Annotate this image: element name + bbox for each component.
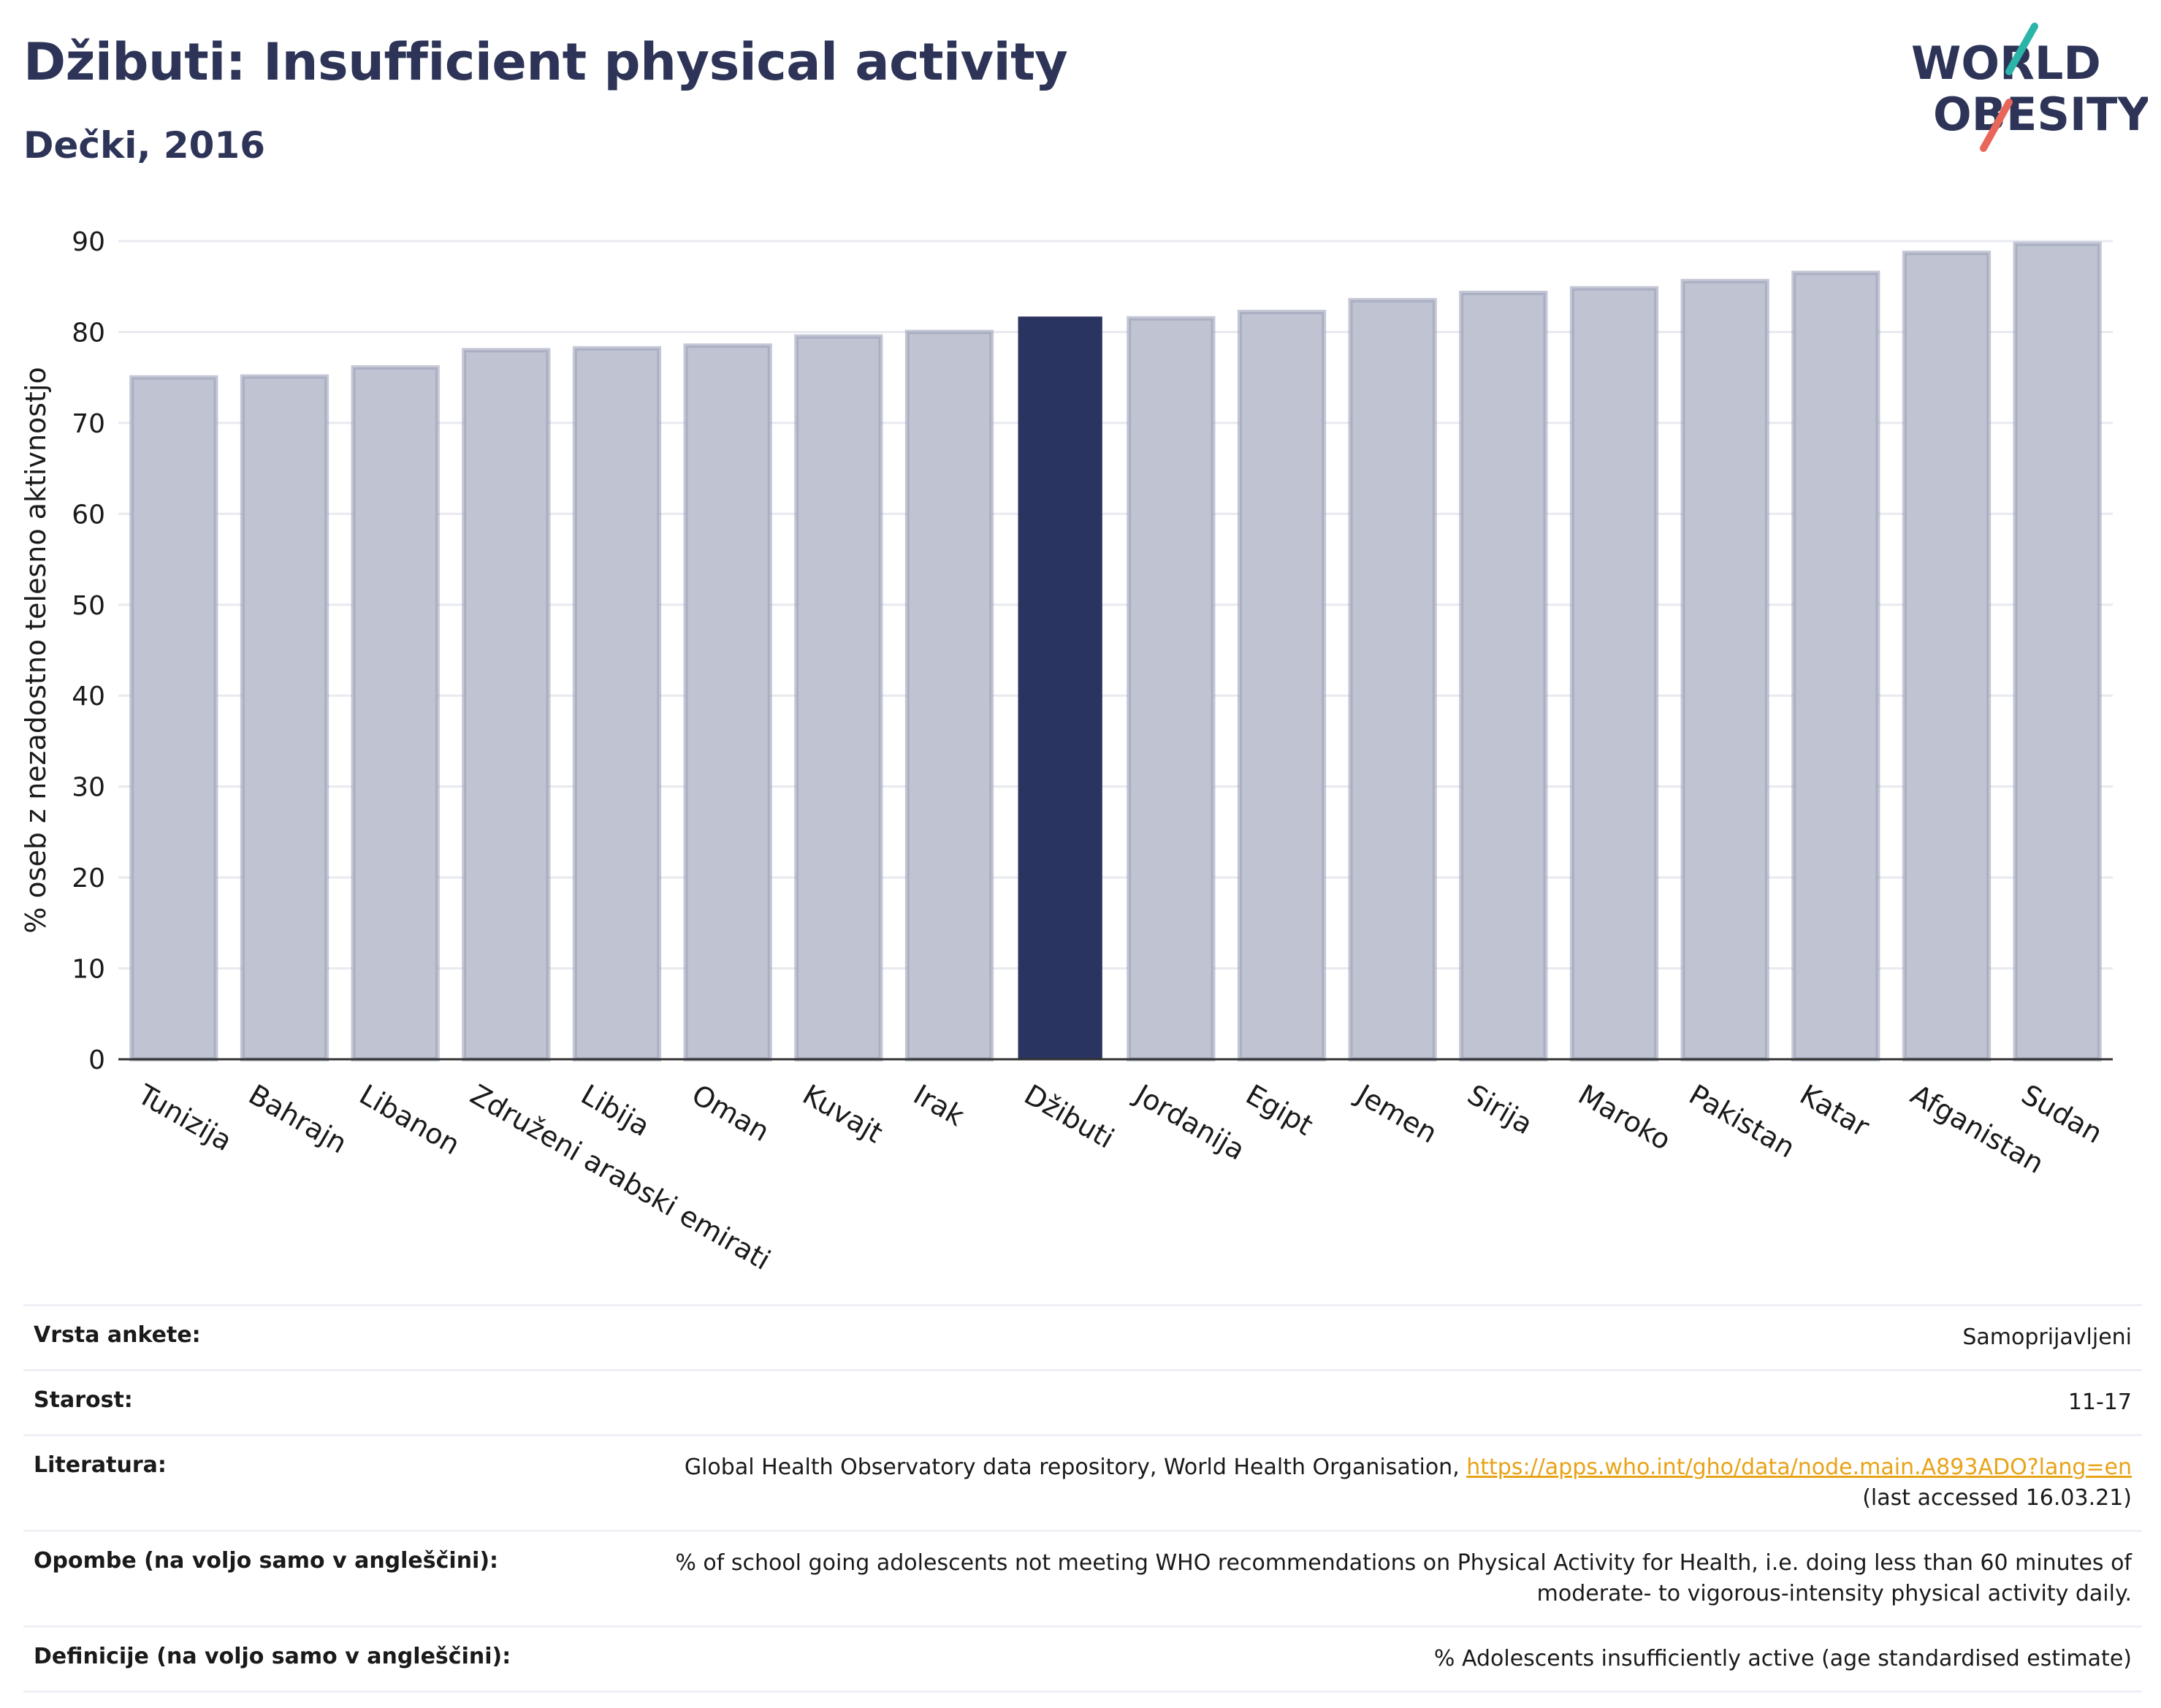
meta-label: Literatura: <box>23 1434 560 1531</box>
meta-row-literature: Literatura: Global Health Observatory da… <box>23 1434 2142 1531</box>
meta-label: Definicije (na voljo samo v angleščini): <box>23 1625 560 1693</box>
y-tick-label: 10 <box>72 955 105 985</box>
y-tick-label: 50 <box>72 591 105 621</box>
bar <box>351 365 440 1061</box>
meta-label: Opombe (na voljo samo v angleščini): <box>23 1530 560 1627</box>
x-tick-label: Pakistan <box>1684 1078 1801 1164</box>
bar <box>1569 286 1659 1062</box>
x-tick-label: Libanon <box>354 1078 465 1161</box>
y-tick-label: 80 <box>72 318 105 348</box>
y-axis-ticks: 0 10 20 30 40 50 60 70 80 90 <box>72 227 105 1075</box>
bar <box>462 348 551 1062</box>
x-tick-label: Sirija <box>1462 1078 1538 1140</box>
x-tick-label: Libija <box>576 1078 655 1143</box>
bar <box>1902 251 1992 1062</box>
x-tick-label: Jemen <box>1350 1078 1443 1150</box>
x-tick-label: Sudan <box>2016 1078 2108 1150</box>
bar <box>1459 290 1548 1061</box>
meta-value: 11-17 <box>560 1369 2142 1436</box>
literature-text: Global Health Observatory data repositor… <box>684 1455 1467 1480</box>
x-tick-label: Oman <box>687 1078 775 1148</box>
x-tick-label: Katar <box>1794 1078 1875 1143</box>
chart-title: Džibuti: Insufficient physical activity <box>23 32 1068 92</box>
literature-accessed: (last accessed 16.03.21) <box>1862 1485 2132 1511</box>
logo-word-world: WORLD <box>1911 37 2101 90</box>
bars <box>129 241 2102 1062</box>
world-obesity-logo: WORLD OBESITY <box>1911 23 2148 152</box>
bar <box>240 374 329 1061</box>
y-tick-label: 40 <box>72 682 105 712</box>
bar <box>572 346 662 1062</box>
meta-row-age: Starost: 11-17 <box>23 1369 2142 1436</box>
bar <box>1348 297 1437 1061</box>
bar <box>1127 316 1216 1061</box>
x-tick-label: Džibuti <box>1019 1078 1120 1155</box>
meta-value: Samoprijavljeni <box>560 1304 2142 1370</box>
chart-subtitle: Dečki, 2016 <box>23 124 266 167</box>
y-tick-label: 0 <box>88 1045 105 1075</box>
metadata-table: Vrsta ankete: Samoprijavljeni Starost: 1… <box>23 1304 2142 1693</box>
meta-label: Vrsta ankete: <box>23 1304 560 1370</box>
meta-value: % Adolescents insufficiently active (age… <box>560 1625 2142 1693</box>
x-tick-label: Kuvajt <box>797 1078 888 1149</box>
meta-row-survey-type: Vrsta ankete: Samoprijavljeni <box>23 1304 2142 1370</box>
bar <box>1237 310 1327 1062</box>
bar <box>683 343 772 1062</box>
literature-link[interactable]: https://apps.who.int/gho/data/node.main.… <box>1466 1455 2132 1480</box>
x-tick-label: Irak <box>908 1078 969 1132</box>
grid-lines <box>118 240 2113 970</box>
bar <box>1791 270 1880 1062</box>
x-tick-label: Maroko <box>1573 1078 1677 1156</box>
y-tick-label: 30 <box>72 773 105 803</box>
bar <box>129 375 218 1061</box>
x-tick-label: Bahrajn <box>243 1078 352 1160</box>
y-tick-label: 90 <box>72 227 105 257</box>
y-tick-label: 70 <box>72 409 105 439</box>
x-tick-label: Tunizija <box>132 1078 237 1157</box>
x-axis-ticks: Tunizija Bahrajn Libanon Združeni arabski e… <box>132 1078 2108 1271</box>
meta-label: Starost: <box>23 1369 560 1436</box>
meta-value: % of school going adolescents not meetin… <box>560 1530 2142 1627</box>
y-tick-label: 20 <box>72 863 105 893</box>
meta-row-notes: Opombe (na voljo samo v angleščini): % o… <box>23 1530 2142 1627</box>
bar <box>1680 278 1769 1061</box>
y-axis-label: % oseb z nezadostno telesno aktivnostjo <box>20 367 52 934</box>
bar <box>1018 316 1102 1059</box>
bar <box>904 329 994 1061</box>
logo-slash-teal <box>2005 23 2038 75</box>
meta-value: Global Health Observatory data repositor… <box>560 1434 2142 1531</box>
y-tick-label: 60 <box>72 500 105 530</box>
meta-row-definitions: Definicije (na voljo samo v angleščini):… <box>23 1625 2142 1693</box>
x-tick-label: Jordanija <box>1129 1078 1251 1167</box>
bar <box>2013 241 2102 1062</box>
logo-slash-coral <box>1980 99 2013 152</box>
logo-word-obesity: OBESITY <box>1933 88 2148 141</box>
x-tick-label: Egipt <box>1240 1078 1319 1142</box>
bar <box>794 334 883 1061</box>
bar-chart: 0 10 20 30 40 50 60 70 80 90 Tunizija Bahrajn Liban… <box>20 227 2113 1271</box>
